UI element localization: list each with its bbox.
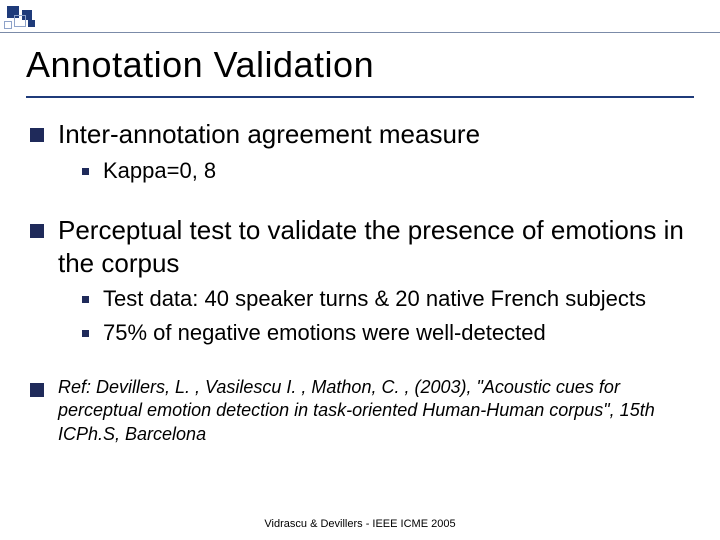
title-underline: [26, 96, 694, 98]
deco-square: [4, 21, 12, 29]
small-square-bullet-icon: [82, 296, 89, 303]
bullet-text: Kappa=0, 8: [103, 157, 216, 185]
slide-footer: Vidrascu & Devillers - IEEE ICME 2005: [0, 518, 720, 530]
square-bullet-icon: [30, 224, 44, 238]
square-bullet-icon: [30, 128, 44, 142]
bullet-level2: Kappa=0, 8: [82, 157, 690, 185]
bullet-text: Perceptual test to validate the presence…: [58, 214, 690, 279]
deco-square: [14, 15, 26, 27]
square-bullet-icon: [30, 383, 44, 397]
bullet-text: 75% of negative emotions were well-detec…: [103, 319, 546, 347]
bullet-level1: Inter-annotation agreement measure: [30, 118, 690, 151]
reference-text: Ref: Devillers, L. , Vasilescu I. , Math…: [58, 376, 690, 446]
bullet-text: Test data: 40 speaker turns & 20 native …: [103, 285, 646, 313]
deco-line: [0, 32, 720, 33]
bullet-level1: Perceptual test to validate the presence…: [30, 214, 690, 279]
deco-square: [28, 20, 35, 27]
slide-title: Annotation Validation: [26, 44, 374, 86]
slide-content: Inter-annotation agreement measure Kappa…: [30, 110, 690, 500]
small-square-bullet-icon: [82, 168, 89, 175]
reference-bullet: Ref: Devillers, L. , Vasilescu I. , Math…: [30, 376, 690, 446]
small-square-bullet-icon: [82, 330, 89, 337]
header-decoration: [0, 6, 720, 36]
bullet-text: Inter-annotation agreement measure: [58, 118, 480, 151]
bullet-level2: 75% of negative emotions were well-detec…: [82, 319, 690, 347]
bullet-level2: Test data: 40 speaker turns & 20 native …: [82, 285, 690, 313]
